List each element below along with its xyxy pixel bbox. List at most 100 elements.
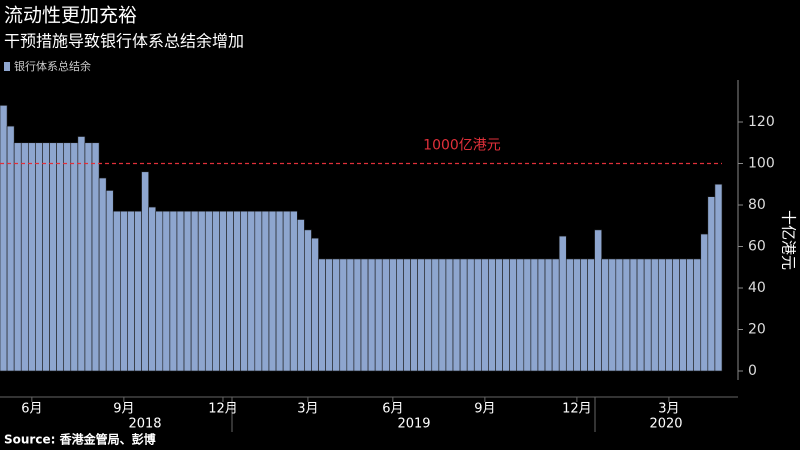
bar (346, 258, 355, 372)
bar (84, 142, 93, 372)
bar (332, 258, 341, 372)
year-label: 2019 (397, 417, 430, 432)
bar (473, 258, 482, 372)
bar (212, 210, 220, 372)
y-tick-label: 60 (748, 239, 766, 255)
bar (523, 258, 532, 372)
bar (28, 142, 36, 372)
bar (105, 190, 114, 372)
bar (289, 210, 298, 372)
bar (686, 258, 694, 372)
x-tick-label: 6月 (382, 402, 403, 417)
bar (70, 142, 79, 372)
bar (509, 258, 518, 372)
bar (650, 258, 659, 372)
y-axis-label: 十亿港元 (780, 210, 798, 270)
bar (629, 258, 638, 372)
bar (516, 258, 525, 372)
bar (49, 142, 57, 372)
bar (693, 258, 702, 372)
y-tick-label: 80 (748, 197, 766, 213)
bar (459, 258, 468, 372)
bar (127, 210, 135, 372)
year-label: 2020 (649, 417, 682, 432)
chart-subtitle: 干预措施导致银行体系总结余增加 (4, 32, 244, 51)
bar (226, 210, 234, 372)
x-tick-label: 9月 (113, 402, 134, 417)
bar (42, 142, 50, 372)
bar (438, 258, 447, 372)
bar (98, 177, 107, 372)
bar (141, 171, 149, 372)
bar (183, 210, 192, 372)
bar (608, 258, 617, 372)
x-tick-label: 12月 (562, 402, 592, 417)
bar (502, 258, 510, 372)
y-tick-label: 100 (748, 156, 775, 172)
y-tick-label: 40 (748, 280, 766, 296)
bar (396, 258, 404, 372)
bar (417, 258, 426, 372)
bar (275, 210, 284, 372)
bar (381, 258, 390, 372)
bar (148, 206, 157, 372)
bar (594, 229, 602, 372)
bar (452, 258, 461, 372)
bar (679, 258, 687, 372)
bar (112, 210, 121, 372)
legend-label: 银行体系总结余 (14, 59, 91, 73)
bar (120, 210, 128, 372)
x-tick-label: 3月 (297, 402, 318, 417)
bar (424, 258, 433, 372)
bar (466, 258, 475, 372)
bar (268, 210, 277, 372)
bar (495, 258, 503, 372)
bar (304, 229, 312, 372)
bar (707, 196, 716, 372)
y-tick-label: 120 (748, 114, 775, 130)
bar (587, 258, 595, 372)
bar (197, 210, 206, 372)
y-tick-label: 0 (748, 363, 757, 379)
chart-title: 流动性更加充裕 (4, 5, 137, 27)
bar (615, 258, 624, 372)
bar (403, 258, 411, 372)
legend-swatch (4, 62, 10, 71)
bar (657, 258, 666, 372)
bar (282, 210, 291, 372)
bar (20, 142, 29, 372)
bar (155, 210, 164, 372)
bar (665, 258, 673, 372)
bar (367, 258, 376, 372)
bar (35, 142, 43, 372)
bar (339, 258, 348, 372)
reference-label: 1000亿港元 (423, 138, 501, 154)
bar (700, 233, 709, 372)
bar (240, 210, 249, 372)
bar (325, 258, 333, 372)
bar (190, 210, 199, 372)
bar (13, 142, 22, 372)
bar (311, 237, 319, 372)
source: Source: 香港金管局、彭博 (4, 432, 156, 447)
bar (389, 258, 397, 372)
bar (714, 183, 723, 372)
bar (134, 210, 142, 372)
bar (544, 258, 553, 372)
bar (558, 235, 567, 372)
bar (261, 210, 270, 372)
x-tick-label: 12月 (208, 402, 238, 417)
y-tick-label: 20 (748, 322, 766, 338)
bar (219, 210, 227, 372)
bar (233, 210, 241, 372)
bar (530, 258, 539, 372)
bar (0, 105, 8, 372)
bar (353, 258, 362, 372)
bar (622, 258, 631, 372)
bar (636, 258, 645, 372)
bar (56, 142, 65, 372)
bar (254, 210, 263, 372)
x-tick-label: 9月 (474, 402, 495, 417)
bar (573, 258, 581, 372)
